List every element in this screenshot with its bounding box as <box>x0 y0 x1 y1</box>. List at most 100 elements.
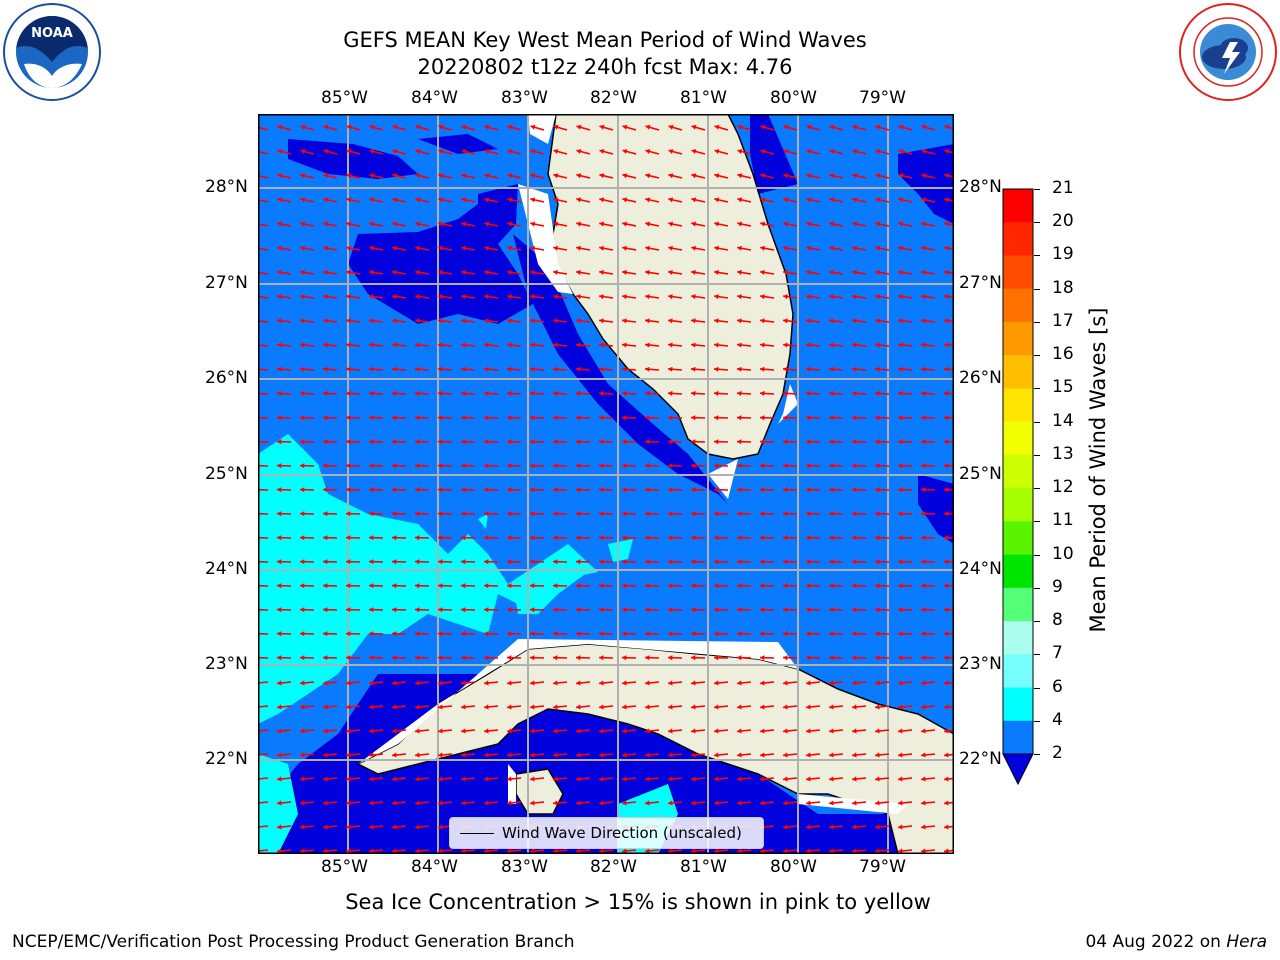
wave-arrow-head <box>530 728 535 734</box>
wave-arrow-head <box>484 800 489 806</box>
colorbar-tick-mark <box>1034 554 1040 556</box>
wave-arrow-head <box>300 848 305 854</box>
wave-arrow-head <box>875 631 880 637</box>
wave-arrow-head <box>576 680 581 686</box>
wave-arrow-head <box>553 511 558 517</box>
wave-arrow-head <box>599 848 604 854</box>
wave-arrow-head <box>691 439 696 445</box>
wave-arrow-head <box>668 390 673 396</box>
wave-arrow-head <box>461 680 466 686</box>
wave-arrow-head <box>484 704 489 710</box>
wave-arrow-head <box>921 800 926 806</box>
wave-arrow-head <box>829 655 834 661</box>
wave-arrow-head <box>668 124 674 130</box>
wave-arrow-head <box>484 511 489 517</box>
wave-arrow-head <box>829 318 834 324</box>
wave-arrow-head <box>829 559 834 565</box>
wave-arrow-head <box>323 776 328 782</box>
wave-arrow-head <box>300 655 305 661</box>
wave-arrow-head <box>507 776 512 782</box>
wave-arrow-head <box>668 752 673 758</box>
wave-arrow-head <box>622 680 627 686</box>
wave-arrow-head <box>737 776 742 782</box>
wave-arrow-head <box>599 631 604 637</box>
wave-arrow-head <box>576 342 581 348</box>
wave-arrow-head <box>300 800 305 806</box>
wave-arrow-head <box>921 655 926 661</box>
wave-arrow-head <box>576 439 581 445</box>
wave-arrow-head <box>921 245 926 251</box>
wave-arrow-head <box>300 583 305 589</box>
wave-arrow-head <box>691 535 696 541</box>
wave-arrow-head <box>323 197 329 203</box>
wave-arrow-head <box>875 124 881 130</box>
wave-arrow-head <box>760 704 765 710</box>
wave-arrow-head <box>438 463 443 469</box>
wave-arrow-head <box>415 607 420 613</box>
wave-arrow <box>258 150 269 155</box>
wave-arrow-head <box>714 704 719 710</box>
colorbar-segment <box>1003 388 1033 423</box>
wave-arrow-head <box>645 800 650 806</box>
wave-arrow-head <box>714 535 719 541</box>
wave-arrow-head <box>438 728 443 734</box>
wave-arrow-head <box>277 294 282 300</box>
wave-arrow-head <box>714 583 719 589</box>
wave-arrow-head <box>783 848 788 854</box>
wave-arrow-head <box>737 704 742 710</box>
wave-arrow-head <box>852 848 857 854</box>
wave-arrow-head <box>760 269 765 275</box>
wave-arrow-head <box>323 221 328 227</box>
wave-arrow-head <box>300 318 305 324</box>
wave-arrow-head <box>737 800 742 806</box>
wave-arrow-head <box>852 824 857 830</box>
wave-arrow-head <box>691 848 696 854</box>
wave-arrow-head <box>714 173 720 179</box>
wave-arrow-head <box>599 269 604 275</box>
wave-arrow-head <box>783 463 788 469</box>
wave-arrow-head <box>944 631 949 637</box>
wave-arrow-head <box>599 655 604 661</box>
wave-arrow-head <box>852 221 857 227</box>
wave-arrow-head <box>392 655 397 661</box>
wave-arrow-head <box>553 390 558 396</box>
wave-arrow-head <box>323 680 328 686</box>
wave-arrow <box>258 126 269 131</box>
wave-arrow-head <box>645 704 650 710</box>
wave-arrow-head <box>737 390 742 396</box>
wave-arrow-head <box>323 149 329 154</box>
wave-arrow-head <box>668 294 673 300</box>
lat-label-right-6: 22°N <box>959 749 1002 769</box>
wave-arrow-head <box>645 390 650 396</box>
wave-arrow-head <box>921 728 926 734</box>
wave-arrow-head <box>599 124 605 130</box>
wave-arrow-head <box>737 415 742 421</box>
colorbar-segment <box>1003 321 1033 356</box>
wave-arrow-head <box>760 800 765 806</box>
wave-arrow-head <box>921 463 926 469</box>
wave-arrow-head <box>576 752 581 758</box>
wave-arrow-head <box>484 415 489 421</box>
wave-arrow-head <box>852 535 857 541</box>
wave-arrow-head <box>829 800 834 806</box>
wave-arrow-head <box>438 559 443 565</box>
wave-arrow-head <box>277 752 282 758</box>
wave-arrow-head <box>852 487 857 493</box>
wave-arrow-head <box>484 728 489 734</box>
wave-arrow-head <box>852 294 857 300</box>
lat-label-right-4: 24°N <box>959 559 1002 579</box>
wave-arrow-head <box>783 294 788 300</box>
wave-arrow-head <box>829 245 834 251</box>
wave-arrow-head <box>622 318 627 324</box>
colorbar-segment <box>1003 654 1033 689</box>
wave-arrow-head <box>576 294 581 300</box>
wave-arrow <box>258 801 269 804</box>
wave-arrow-head <box>898 221 903 227</box>
wave-arrow-head <box>323 607 328 613</box>
colorbar-tick-mark <box>1034 321 1040 323</box>
wave-arrow-head <box>714 631 719 637</box>
wave-arrow-head <box>829 124 835 130</box>
wave-arrow-head <box>484 535 489 541</box>
wave-arrow-head <box>599 559 604 565</box>
wave-arrow-head <box>898 342 903 348</box>
